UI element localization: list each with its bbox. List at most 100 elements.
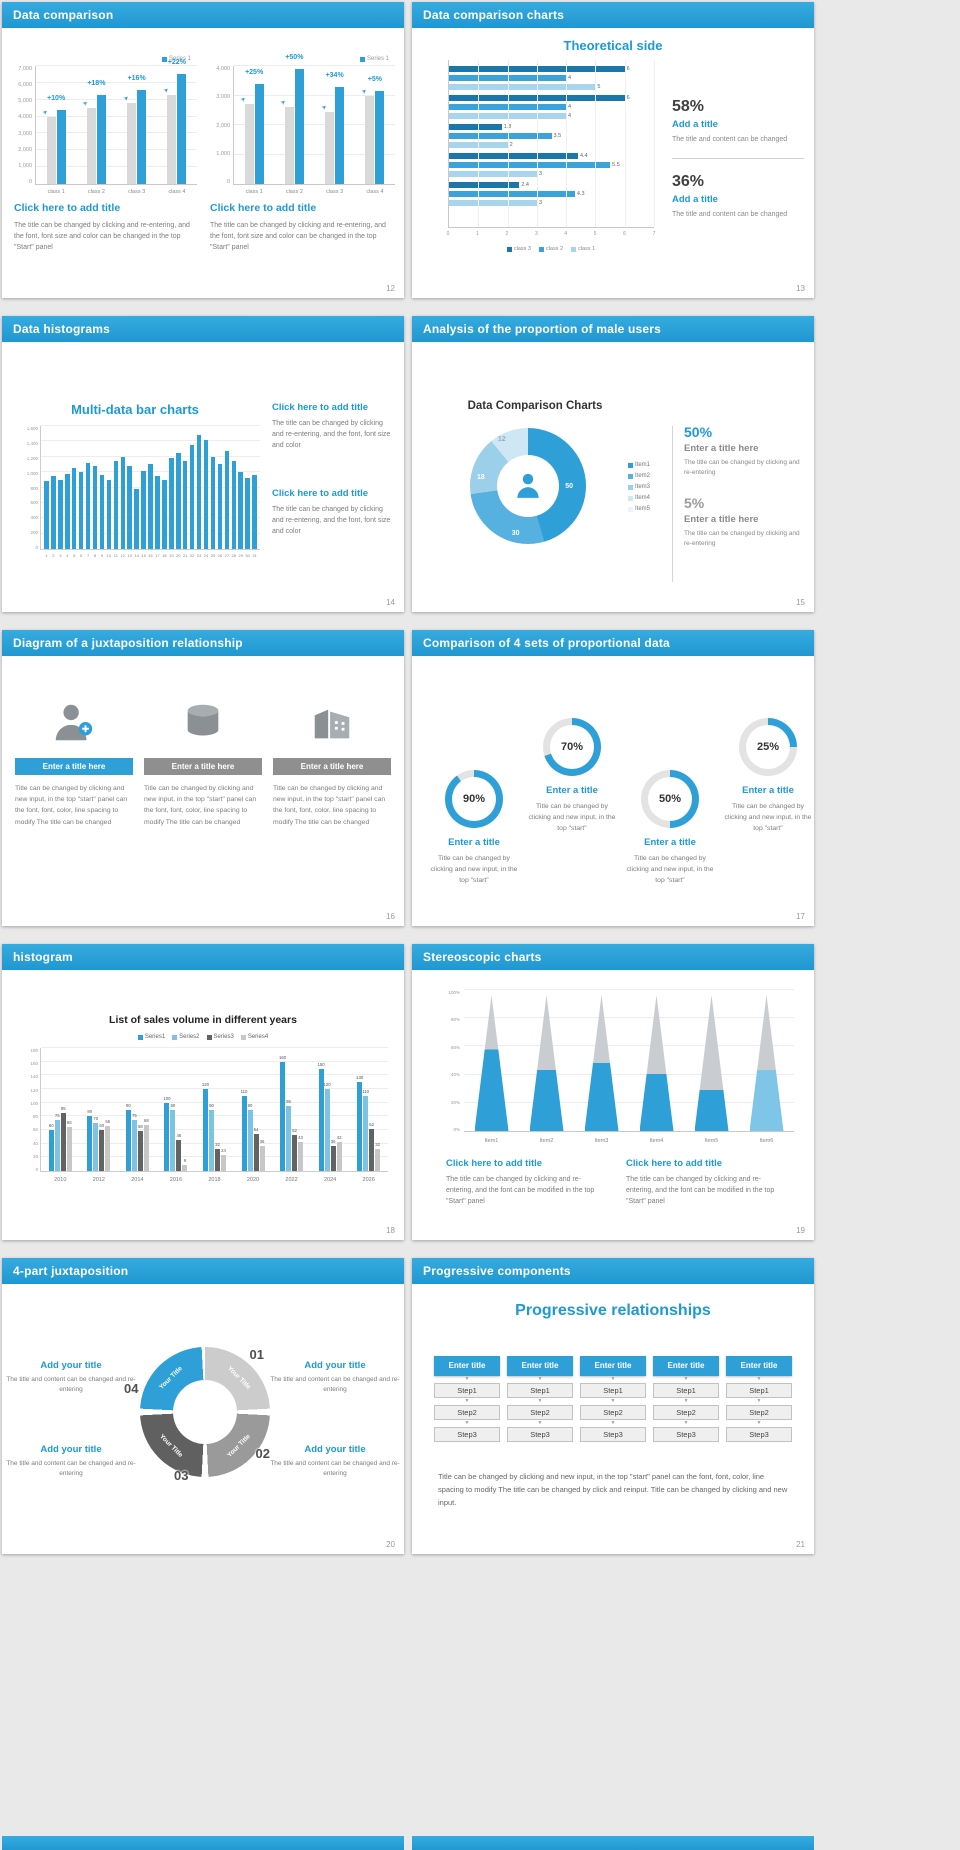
feature-column: Enter a title here Title can be changed … xyxy=(144,694,262,828)
slide-header: Progressive components xyxy=(412,1258,814,1284)
slide-13[interactable]: Data comparison charts Theoretical side … xyxy=(412,2,814,298)
step-cell[interactable]: Step3 xyxy=(726,1427,792,1442)
slide-20[interactable]: 4-part juxtaposition Your Title Your Tit… xyxy=(2,1258,404,1554)
cone: Item6 xyxy=(749,990,784,1144)
slide-15[interactable]: Analysis of the proportion of male users… xyxy=(412,316,814,612)
step-cell[interactable]: Step3 xyxy=(653,1427,719,1442)
text-block: Click here to add title The title can be… xyxy=(272,402,394,452)
plot-area: 1 2 3 4 5 6 7 8 9 10 11 12 13 14 15 16 17 18 19 20 21 22 23 24 2… xyxy=(40,425,260,558)
x-axis-label: 24 xyxy=(203,553,209,558)
bar-column: 15 xyxy=(140,426,147,558)
bar-column: 31 xyxy=(251,426,258,558)
step-cell[interactable]: Step1 xyxy=(653,1383,719,1398)
value-label: 60 xyxy=(48,1123,54,1129)
y-axis-labels: 1,600 1,400 1,200 1,000 800 600 400 200 0 xyxy=(26,426,38,550)
circular-diagram: Your Title Your Title Your Title Your Ti… xyxy=(124,1347,270,1483)
x-axis-label: 3 xyxy=(59,553,62,558)
growth-label: +10% xyxy=(47,94,66,102)
slide-21[interactable]: Progressive components Progressive relat… xyxy=(412,1258,814,1554)
legend-item: Series1 xyxy=(137,1034,165,1040)
block-body: The title can be changed by clicking and… xyxy=(626,1176,775,1206)
legend-item: class 1 xyxy=(571,246,595,252)
callout-title: Add your title xyxy=(40,1444,102,1455)
x-axis-label: 13 xyxy=(127,553,132,558)
stat-title: Add a title xyxy=(672,194,718,206)
legend-item: Item4 xyxy=(628,495,650,501)
page-number: 16 xyxy=(386,912,395,921)
slide-12[interactable]: Data comparison Series 1 7,000 6,000 5,000… xyxy=(2,2,404,298)
step-cell[interactable]: Step1 xyxy=(580,1383,646,1398)
bar: 90 xyxy=(170,1103,176,1171)
bar-column: 17 xyxy=(154,426,161,558)
step-arrow-icon: ▼ xyxy=(756,1420,762,1426)
value-label: 5 xyxy=(597,84,601,90)
step-cell[interactable]: Step2 xyxy=(726,1405,792,1420)
slide-17[interactable]: Comparison of 4 sets of proportional dat… xyxy=(412,630,814,926)
page-number: 19 xyxy=(796,1226,805,1235)
bar-row: 5 xyxy=(449,84,654,90)
step-header-button[interactable]: Enter title xyxy=(726,1356,792,1376)
slide-18[interactable]: histogram List of sales volume in differ… xyxy=(2,944,404,1240)
step-columns: Enter title ▼ Step1 ▼ Step2 ▼ Step3 Enter title… xyxy=(434,1356,792,1442)
slide-14[interactable]: Data histograms Multi-data bar charts 1,… xyxy=(2,316,404,612)
page-number: 18 xyxy=(386,1226,395,1235)
step-cell[interactable]: Step1 xyxy=(507,1383,573,1398)
bar-group: 120 90 32 24 2018 xyxy=(202,1048,226,1183)
slide-header-title: Data comparison charts xyxy=(423,8,565,22)
bar-column: 21 xyxy=(182,426,189,558)
segment-number: 04 xyxy=(124,1381,139,1396)
slide-header: Data comparison xyxy=(2,2,404,28)
vertical-divider xyxy=(672,426,673,582)
step-header-button[interactable]: Enter title xyxy=(580,1356,646,1376)
step-cell[interactable]: Step3 xyxy=(434,1427,500,1442)
slide-header-title: Stereoscopic charts xyxy=(423,950,542,964)
bar: 24 xyxy=(220,1148,226,1171)
bar-row: 3 xyxy=(449,171,654,177)
step-cell[interactable]: Step2 xyxy=(507,1405,573,1420)
stat-block: 36% Add a title The title and content ca… xyxy=(672,173,804,233)
x-axis-label: 31 xyxy=(252,553,257,558)
step-cell[interactable]: Step1 xyxy=(726,1383,792,1398)
step-header-button[interactable]: Enter title xyxy=(507,1356,573,1376)
step-arrow-icon: ▼ xyxy=(756,1398,762,1404)
value-label: 85 xyxy=(60,1105,66,1111)
value-label: 75 xyxy=(54,1112,60,1118)
bar: 150 xyxy=(318,1062,325,1171)
step-cell[interactable]: Step2 xyxy=(580,1405,646,1420)
step-cell[interactable]: Step3 xyxy=(580,1427,646,1442)
step-cell[interactable]: Step1 xyxy=(434,1383,500,1398)
slide-19[interactable]: Stereoscopic charts 100% 80% 60% 40% 20% 0% I… xyxy=(412,944,814,1240)
stat-percentage: 50% xyxy=(684,424,713,440)
step-header-button[interactable]: Enter title xyxy=(434,1356,500,1376)
block-title: Click here to add title xyxy=(446,1158,543,1169)
bar-pair xyxy=(167,66,187,184)
x-axis-label: 6 xyxy=(80,553,83,558)
step-header-button[interactable]: Enter title xyxy=(653,1356,719,1376)
legend-item: Series3 xyxy=(206,1034,234,1040)
callout-body: The title and content can be changed and… xyxy=(6,1460,136,1478)
item-title-bar[interactable]: Enter a title here xyxy=(15,758,133,775)
step-cell[interactable]: Step2 xyxy=(653,1405,719,1420)
slide-16[interactable]: Diagram of a juxtaposition relationship … xyxy=(2,630,404,926)
ring-column: 25% Enter a title Title can be changed b… xyxy=(721,718,815,835)
bar-column: 25 xyxy=(210,426,217,558)
x-axis-label: 2016 xyxy=(169,1177,183,1183)
legend-item: class 2 xyxy=(538,246,563,252)
item-body: Title can be changed by clicking and new… xyxy=(15,785,128,826)
step-cell[interactable]: Step3 xyxy=(507,1427,573,1442)
bar-row: 3 xyxy=(449,200,654,206)
x-axis-label: 2012 xyxy=(92,1177,105,1183)
value-label: 4.4 xyxy=(579,153,588,159)
text-block: Click here to add title The title can be… xyxy=(446,1158,606,1208)
item-title-bar[interactable]: Enter a title here xyxy=(144,758,262,775)
bar: 95 xyxy=(286,1099,292,1171)
item-title-bar[interactable]: Enter a title here xyxy=(273,758,391,775)
step-cell[interactable]: Step2 xyxy=(434,1405,500,1420)
stat-title: Add a title xyxy=(672,119,718,130)
bar-pair xyxy=(127,66,147,184)
donut-value-label: 12 xyxy=(497,436,506,443)
x-axis-label: 19 xyxy=(169,553,174,558)
value-label: 32 xyxy=(215,1142,220,1148)
x-axis-label: 30 xyxy=(245,553,250,558)
block-title: Click here to add title xyxy=(210,202,317,214)
